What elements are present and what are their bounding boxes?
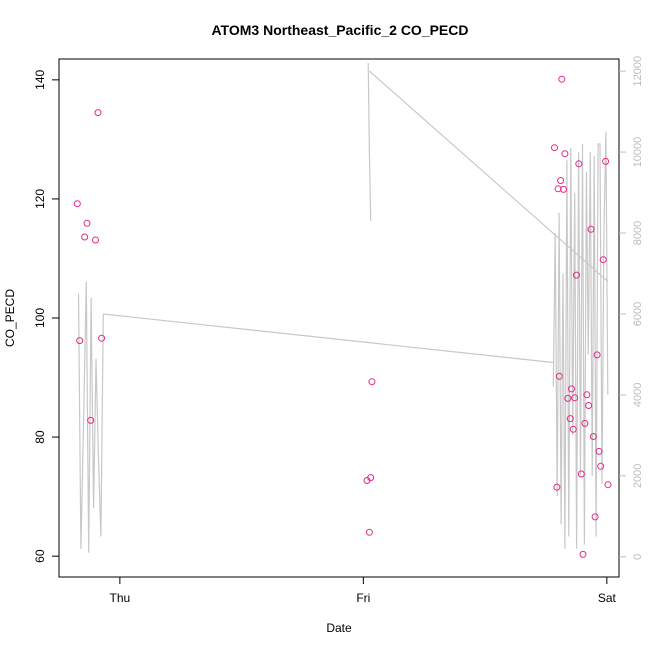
data-point bbox=[564, 394, 572, 402]
altitude-line-segment bbox=[369, 70, 609, 283]
data-point bbox=[83, 219, 91, 227]
data-point bbox=[560, 185, 567, 193]
altitude-line-segment bbox=[77, 281, 104, 553]
y-axis-left: 60 80 100 120 140 bbox=[33, 70, 59, 563]
data-point bbox=[575, 160, 583, 168]
x-tick-label: Sat bbox=[598, 591, 617, 605]
y2-tick-label: 4000 bbox=[632, 383, 644, 407]
data-point bbox=[81, 233, 89, 241]
data-point bbox=[602, 157, 610, 165]
data-point bbox=[577, 470, 585, 478]
y-tick-label: 140 bbox=[33, 70, 47, 90]
data-point bbox=[587, 225, 595, 233]
data-point bbox=[365, 528, 373, 536]
data-point bbox=[604, 481, 612, 489]
data-point bbox=[585, 402, 593, 409]
x-axis: Thu Fri Sat bbox=[110, 577, 617, 605]
data-point bbox=[558, 75, 566, 83]
data-point bbox=[557, 177, 565, 184]
altitude-line-segment bbox=[367, 62, 372, 221]
x-tick-label: Thu bbox=[110, 591, 131, 605]
y-tick-label: 80 bbox=[33, 430, 47, 444]
data-point bbox=[555, 372, 563, 380]
co-pecd-point-series bbox=[73, 75, 612, 558]
y-tick-label: 60 bbox=[33, 549, 47, 563]
data-point bbox=[571, 394, 579, 402]
data-point bbox=[581, 419, 589, 427]
data-point bbox=[591, 513, 599, 521]
y2-tick-label: 2000 bbox=[632, 464, 644, 488]
data-point bbox=[94, 109, 102, 117]
x-tick-label: Fri bbox=[356, 591, 370, 605]
data-point bbox=[561, 150, 569, 158]
y-tick-label: 100 bbox=[33, 308, 47, 328]
y2-tick-label: 8000 bbox=[632, 221, 644, 245]
data-point bbox=[76, 337, 84, 345]
data-point bbox=[368, 378, 376, 386]
data-point bbox=[73, 200, 81, 208]
data-point bbox=[92, 236, 99, 244]
data-point bbox=[554, 185, 562, 193]
data-point bbox=[569, 425, 577, 433]
y2-tick-label: 6000 bbox=[632, 302, 644, 326]
data-point bbox=[583, 391, 591, 399]
data-point bbox=[551, 144, 558, 152]
y-tick-label: 120 bbox=[33, 189, 47, 209]
data-point bbox=[599, 256, 607, 264]
data-point bbox=[597, 462, 605, 470]
x-axis-label: Date bbox=[326, 621, 352, 635]
data-point bbox=[589, 433, 597, 440]
data-point bbox=[568, 385, 575, 393]
data-point bbox=[595, 447, 603, 455]
altitude-line-segment bbox=[103, 313, 554, 364]
y-axis-label: CO_PECD bbox=[3, 289, 17, 347]
data-point bbox=[553, 483, 561, 491]
data-point bbox=[593, 351, 601, 359]
y2-tick-label: 0 bbox=[632, 554, 644, 560]
data-point bbox=[367, 474, 375, 482]
altitude-line-series bbox=[77, 62, 609, 553]
data-point bbox=[98, 334, 106, 342]
altitude-line-segment bbox=[552, 131, 609, 549]
data-point bbox=[579, 550, 587, 558]
data-point bbox=[566, 415, 574, 423]
data-point bbox=[572, 271, 580, 279]
y2-tick-label: 10000 bbox=[632, 137, 644, 168]
y-axis-right: 0 2000 4000 6000 8000 10000 12000 bbox=[619, 56, 644, 560]
y2-tick-label: 12000 bbox=[632, 56, 644, 87]
data-point bbox=[87, 416, 95, 424]
chart-title: ATOM3 Northeast_Pacific_2 CO_PECD bbox=[211, 22, 468, 38]
